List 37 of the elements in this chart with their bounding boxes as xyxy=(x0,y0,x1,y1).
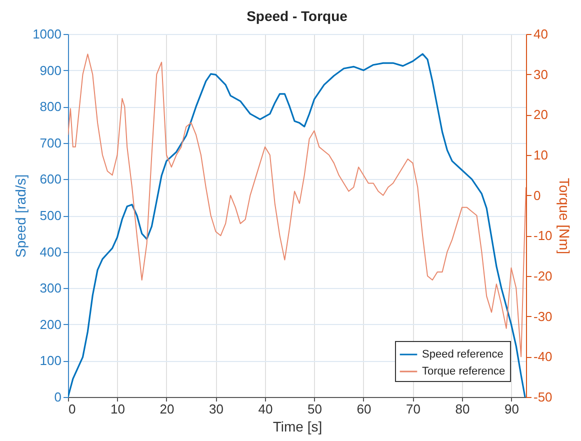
y-tick-label: 200 xyxy=(40,316,62,332)
y-tick-label: 600 xyxy=(40,172,62,187)
y2-axis-title: Torque [Nm] xyxy=(556,178,572,254)
y2-tick-label: -20 xyxy=(534,268,552,284)
y-axis-title: Speed [rad/s] xyxy=(12,174,29,258)
legend-label: Speed reference xyxy=(422,348,504,360)
x-tick-label: 30 xyxy=(209,402,224,416)
legend-label: Torque reference xyxy=(422,366,506,378)
y2-tick-label: 0 xyxy=(534,188,541,203)
y2-tick-label: 40 xyxy=(534,26,548,42)
x-tick-label: 90 xyxy=(504,402,519,416)
x-tick-label: 20 xyxy=(160,402,174,416)
y2-tick-label: -30 xyxy=(534,308,552,324)
y-tick-label: 500 xyxy=(40,208,62,223)
x-tick-label: 80 xyxy=(455,402,470,416)
x-axis-title: Time [s] xyxy=(272,418,322,434)
x-tick-label: 40 xyxy=(258,402,273,416)
y2-tick-label: -50 xyxy=(534,390,552,404)
y-tick-label: 900 xyxy=(40,62,62,78)
y2-tick-label: 10 xyxy=(534,148,548,162)
x-tick-label: 10 xyxy=(110,402,125,416)
y-tick-label: 700 xyxy=(40,135,62,150)
y-tick-label: 0 xyxy=(54,390,62,404)
y2-tick-label: 30 xyxy=(534,66,548,82)
chart-title: Speed - Torque xyxy=(246,8,348,24)
x-tick-label: 0 xyxy=(68,402,76,416)
y2-tick-label: -40 xyxy=(534,349,552,364)
y2-tick-label: 20 xyxy=(534,107,548,122)
x-tick-label: 60 xyxy=(356,402,372,416)
y-tick-label: 400 xyxy=(40,244,62,260)
x-tick-label: 50 xyxy=(308,402,322,416)
y-tick-label: 1000 xyxy=(32,26,62,42)
y-tick-label: 100 xyxy=(40,353,62,368)
y2-tick-label: -10 xyxy=(534,228,552,244)
y-tick-label: 800 xyxy=(40,99,62,114)
x-tick-label: 70 xyxy=(406,402,420,416)
y-tick-label: 300 xyxy=(40,280,62,296)
